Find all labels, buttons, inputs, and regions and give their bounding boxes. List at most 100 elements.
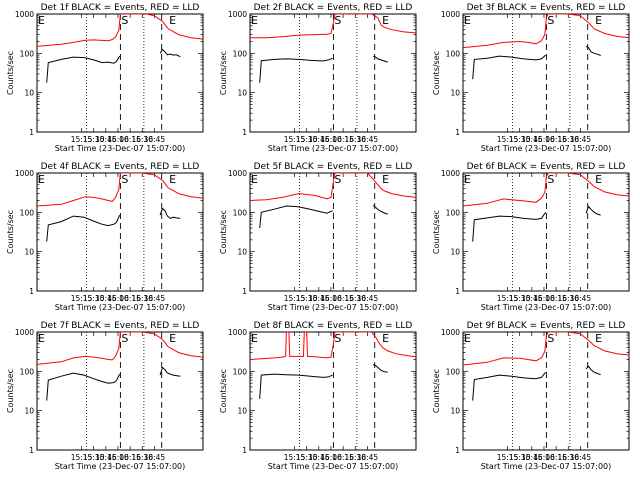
panel-det-6f: Det 6f BLACK = Events, RED = LLD 1 10 100 10… xyxy=(432,162,630,312)
panel-title: Det 3f BLACK = Events, RED = LLD xyxy=(467,3,626,13)
events-series-line xyxy=(372,363,388,373)
x-tick-label: 16:00 xyxy=(533,453,555,462)
interval-marker-label: E xyxy=(38,14,45,27)
x-tick-label: 15:45 xyxy=(521,453,543,462)
x-tick-label: 15:30 xyxy=(296,453,318,462)
interval-marker-label: S xyxy=(547,332,554,345)
x-tick-label: 15:30 xyxy=(509,294,531,303)
x-tick-label: 15:45 xyxy=(95,294,117,303)
x-tick-label: 16:30 xyxy=(344,135,366,144)
events-series-line xyxy=(372,55,388,63)
x-tick-label: 16:30 xyxy=(131,453,153,462)
y-axis-title: Counts/sec xyxy=(6,369,15,413)
events-series-line xyxy=(585,365,601,376)
y-axis-title: Counts/sec xyxy=(432,369,441,413)
y-tick-label: 100 xyxy=(446,49,461,58)
y-tick-label: 10 xyxy=(450,407,460,416)
y-tick-label: 100 xyxy=(233,208,248,217)
interval-marker-label: S xyxy=(121,332,128,345)
interval-marker-label: E xyxy=(38,332,45,345)
x-axis-title: Start Time (23-Dec-07 15:07:00) xyxy=(481,462,612,471)
x-tick-label: 15:45 xyxy=(308,294,330,303)
y-tick-label: 10 xyxy=(24,407,34,416)
x-tick-label: 16:00 xyxy=(533,135,555,144)
y-axis-title: Counts/sec xyxy=(219,210,228,254)
x-tick-label: 15:45 xyxy=(521,135,543,144)
x-tick-label: 15:30 xyxy=(83,135,105,144)
y-tick-label: 10 xyxy=(237,89,247,98)
y-tick-label: 100 xyxy=(233,367,248,376)
x-tick-label: 15:30 xyxy=(296,294,318,303)
x-tick-label: 15:45 xyxy=(521,294,543,303)
y-tick-label: 1 xyxy=(242,128,247,137)
plot-data xyxy=(37,173,203,242)
x-tick-label: 16:15 xyxy=(119,453,141,462)
events-series-line xyxy=(259,205,333,229)
events-series-line xyxy=(585,45,601,56)
plot-data xyxy=(250,332,416,399)
x-tick-label: 15:15 xyxy=(284,294,306,303)
x-tick-label: 16:45 xyxy=(144,294,166,303)
x-tick-label: 15:15 xyxy=(284,135,306,144)
x-tick-label: 16:45 xyxy=(144,135,166,144)
interval-marker-label: S xyxy=(334,173,341,186)
y-tick-label: 1000 xyxy=(15,328,34,337)
plot-data xyxy=(250,14,416,83)
x-tick-label: 15:30 xyxy=(509,135,531,144)
y-tick-label: 1 xyxy=(242,287,247,296)
x-tick-label: 16:45 xyxy=(570,453,592,462)
x-tick-label: 16:45 xyxy=(570,294,592,303)
x-tick-label: 16:30 xyxy=(344,294,366,303)
panel-title: Det 1f BLACK = Events, RED = LLD xyxy=(41,3,200,13)
events-series-line xyxy=(472,212,547,242)
panel-det-7f: Det 7f BLACK = Events, RED = LLD 1 10 100 10… xyxy=(6,321,204,471)
y-tick-label: 100 xyxy=(233,49,248,58)
y-tick-label: 10 xyxy=(450,248,460,257)
y-tick-label: 1 xyxy=(29,128,34,137)
x-tick-label: 15:15 xyxy=(284,453,306,462)
x-tick-label: 16:30 xyxy=(344,453,366,462)
y-tick-label: 1000 xyxy=(15,10,34,19)
x-tick-label: 16:15 xyxy=(545,135,567,144)
x-tick-label: 16:30 xyxy=(557,294,579,303)
x-tick-label: 16:15 xyxy=(332,453,354,462)
interval-marker-label: E xyxy=(595,332,602,345)
interval-marker-label: E xyxy=(251,173,258,186)
panel-title: Det 7f BLACK = Events, RED = LLD xyxy=(41,321,200,331)
x-tick-label: 16:00 xyxy=(107,135,129,144)
x-axis-title: Start Time (23-Dec-07 15:07:00) xyxy=(481,144,612,153)
y-tick-label: 100 xyxy=(446,208,461,217)
interval-marker-label: E xyxy=(169,173,176,186)
interval-marker-label: E xyxy=(251,14,258,27)
y-tick-label: 1 xyxy=(455,446,460,455)
y-tick-label: 1000 xyxy=(441,10,460,19)
interval-marker-label: E xyxy=(251,332,258,345)
x-tick-label: 16:30 xyxy=(557,135,579,144)
events-series-line xyxy=(472,371,546,401)
x-tick-label: 15:45 xyxy=(95,135,117,144)
y-axis-title: Counts/sec xyxy=(432,51,441,95)
plot-data xyxy=(463,332,629,401)
lld-series-line xyxy=(250,332,416,360)
events-series-line xyxy=(159,207,181,219)
x-tick-label: 15:15 xyxy=(497,135,519,144)
panel-det-1f: Det 1f BLACK = Events, RED = LLD 1 10 100 10… xyxy=(6,3,204,153)
y-tick-label: 10 xyxy=(237,248,247,257)
x-tick-label: 16:00 xyxy=(533,294,555,303)
interval-marker-label: E xyxy=(464,14,471,27)
events-series-line xyxy=(159,48,181,58)
y-tick-label: 1000 xyxy=(228,328,247,337)
x-tick-label: 16:00 xyxy=(320,453,342,462)
y-tick-label: 1 xyxy=(242,446,247,455)
x-tick-label: 16:15 xyxy=(332,294,354,303)
plot-data xyxy=(37,332,203,401)
x-tick-label: 15:15 xyxy=(71,294,93,303)
events-series-line xyxy=(585,205,601,216)
panel-det-2f: Det 2f BLACK = Events, RED = LLD 1 10 100 10… xyxy=(219,3,417,153)
y-tick-label: 100 xyxy=(20,367,35,376)
x-tick-label: 15:30 xyxy=(83,294,105,303)
y-tick-label: 1 xyxy=(29,446,34,455)
x-tick-label: 15:15 xyxy=(497,453,519,462)
panel-title: Det 4f BLACK = Events, RED = LLD xyxy=(41,162,200,172)
